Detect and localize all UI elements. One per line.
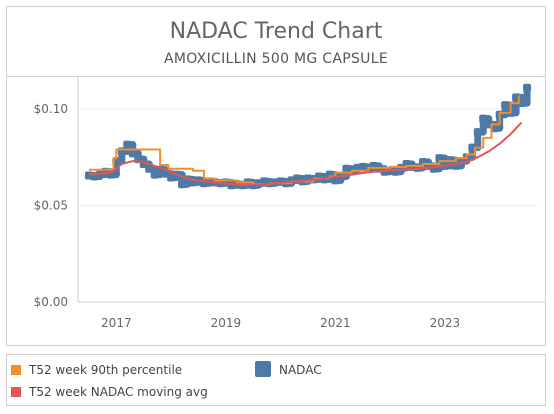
- x-tick-label: 2017: [101, 316, 132, 330]
- axes: [77, 76, 546, 303]
- chart-area: $0.00 $0.05 $0.10 2017 2019 2021 2023: [6, 76, 546, 346]
- nadac-point: [523, 83, 532, 92]
- nadac-point: [128, 149, 137, 158]
- legend-swatch-moving-avg: [11, 387, 21, 397]
- nadac-point: [473, 128, 482, 137]
- legend: T52 week 90th percentile NADAC T52 week …: [6, 354, 546, 406]
- y-tick-label: $0.05: [34, 198, 68, 212]
- series-t52-week-nadac-moving-avg: [88, 121, 523, 186]
- legend-label-nadac: NADAC: [279, 363, 322, 377]
- x-tick-label: 2023: [430, 316, 461, 330]
- nadac-point: [479, 114, 488, 123]
- legend-label-90th: T52 week 90th percentile: [29, 363, 183, 377]
- legend-label-moving-avg: T52 week NADAC moving avg: [29, 385, 208, 399]
- chart-header: NADAC Trend Chart AMOXICILLIN 500 MG CAP…: [6, 6, 546, 76]
- y-tick-label: $0.10: [34, 102, 68, 116]
- tick-labels: $0.00 $0.05 $0.10 2017 2019 2021 2023: [34, 102, 461, 330]
- chart-subtitle: AMOXICILLIN 500 MG CAPSULE: [164, 51, 388, 67]
- nadac-point: [123, 140, 132, 149]
- grid-lines: [78, 108, 538, 206]
- nadac-point: [145, 164, 154, 173]
- chart-frame: [6, 76, 546, 346]
- y-tick-label: $0.00: [34, 295, 68, 309]
- legend-swatch-nadac: [255, 361, 271, 377]
- x-tick-label: 2019: [211, 316, 242, 330]
- series-layer: [84, 83, 532, 190]
- nadac-point: [501, 101, 510, 110]
- chart-title: NADAC Trend Chart: [169, 19, 383, 44]
- legend-swatch-90th: [11, 365, 21, 375]
- x-tick-label: 2021: [320, 316, 351, 330]
